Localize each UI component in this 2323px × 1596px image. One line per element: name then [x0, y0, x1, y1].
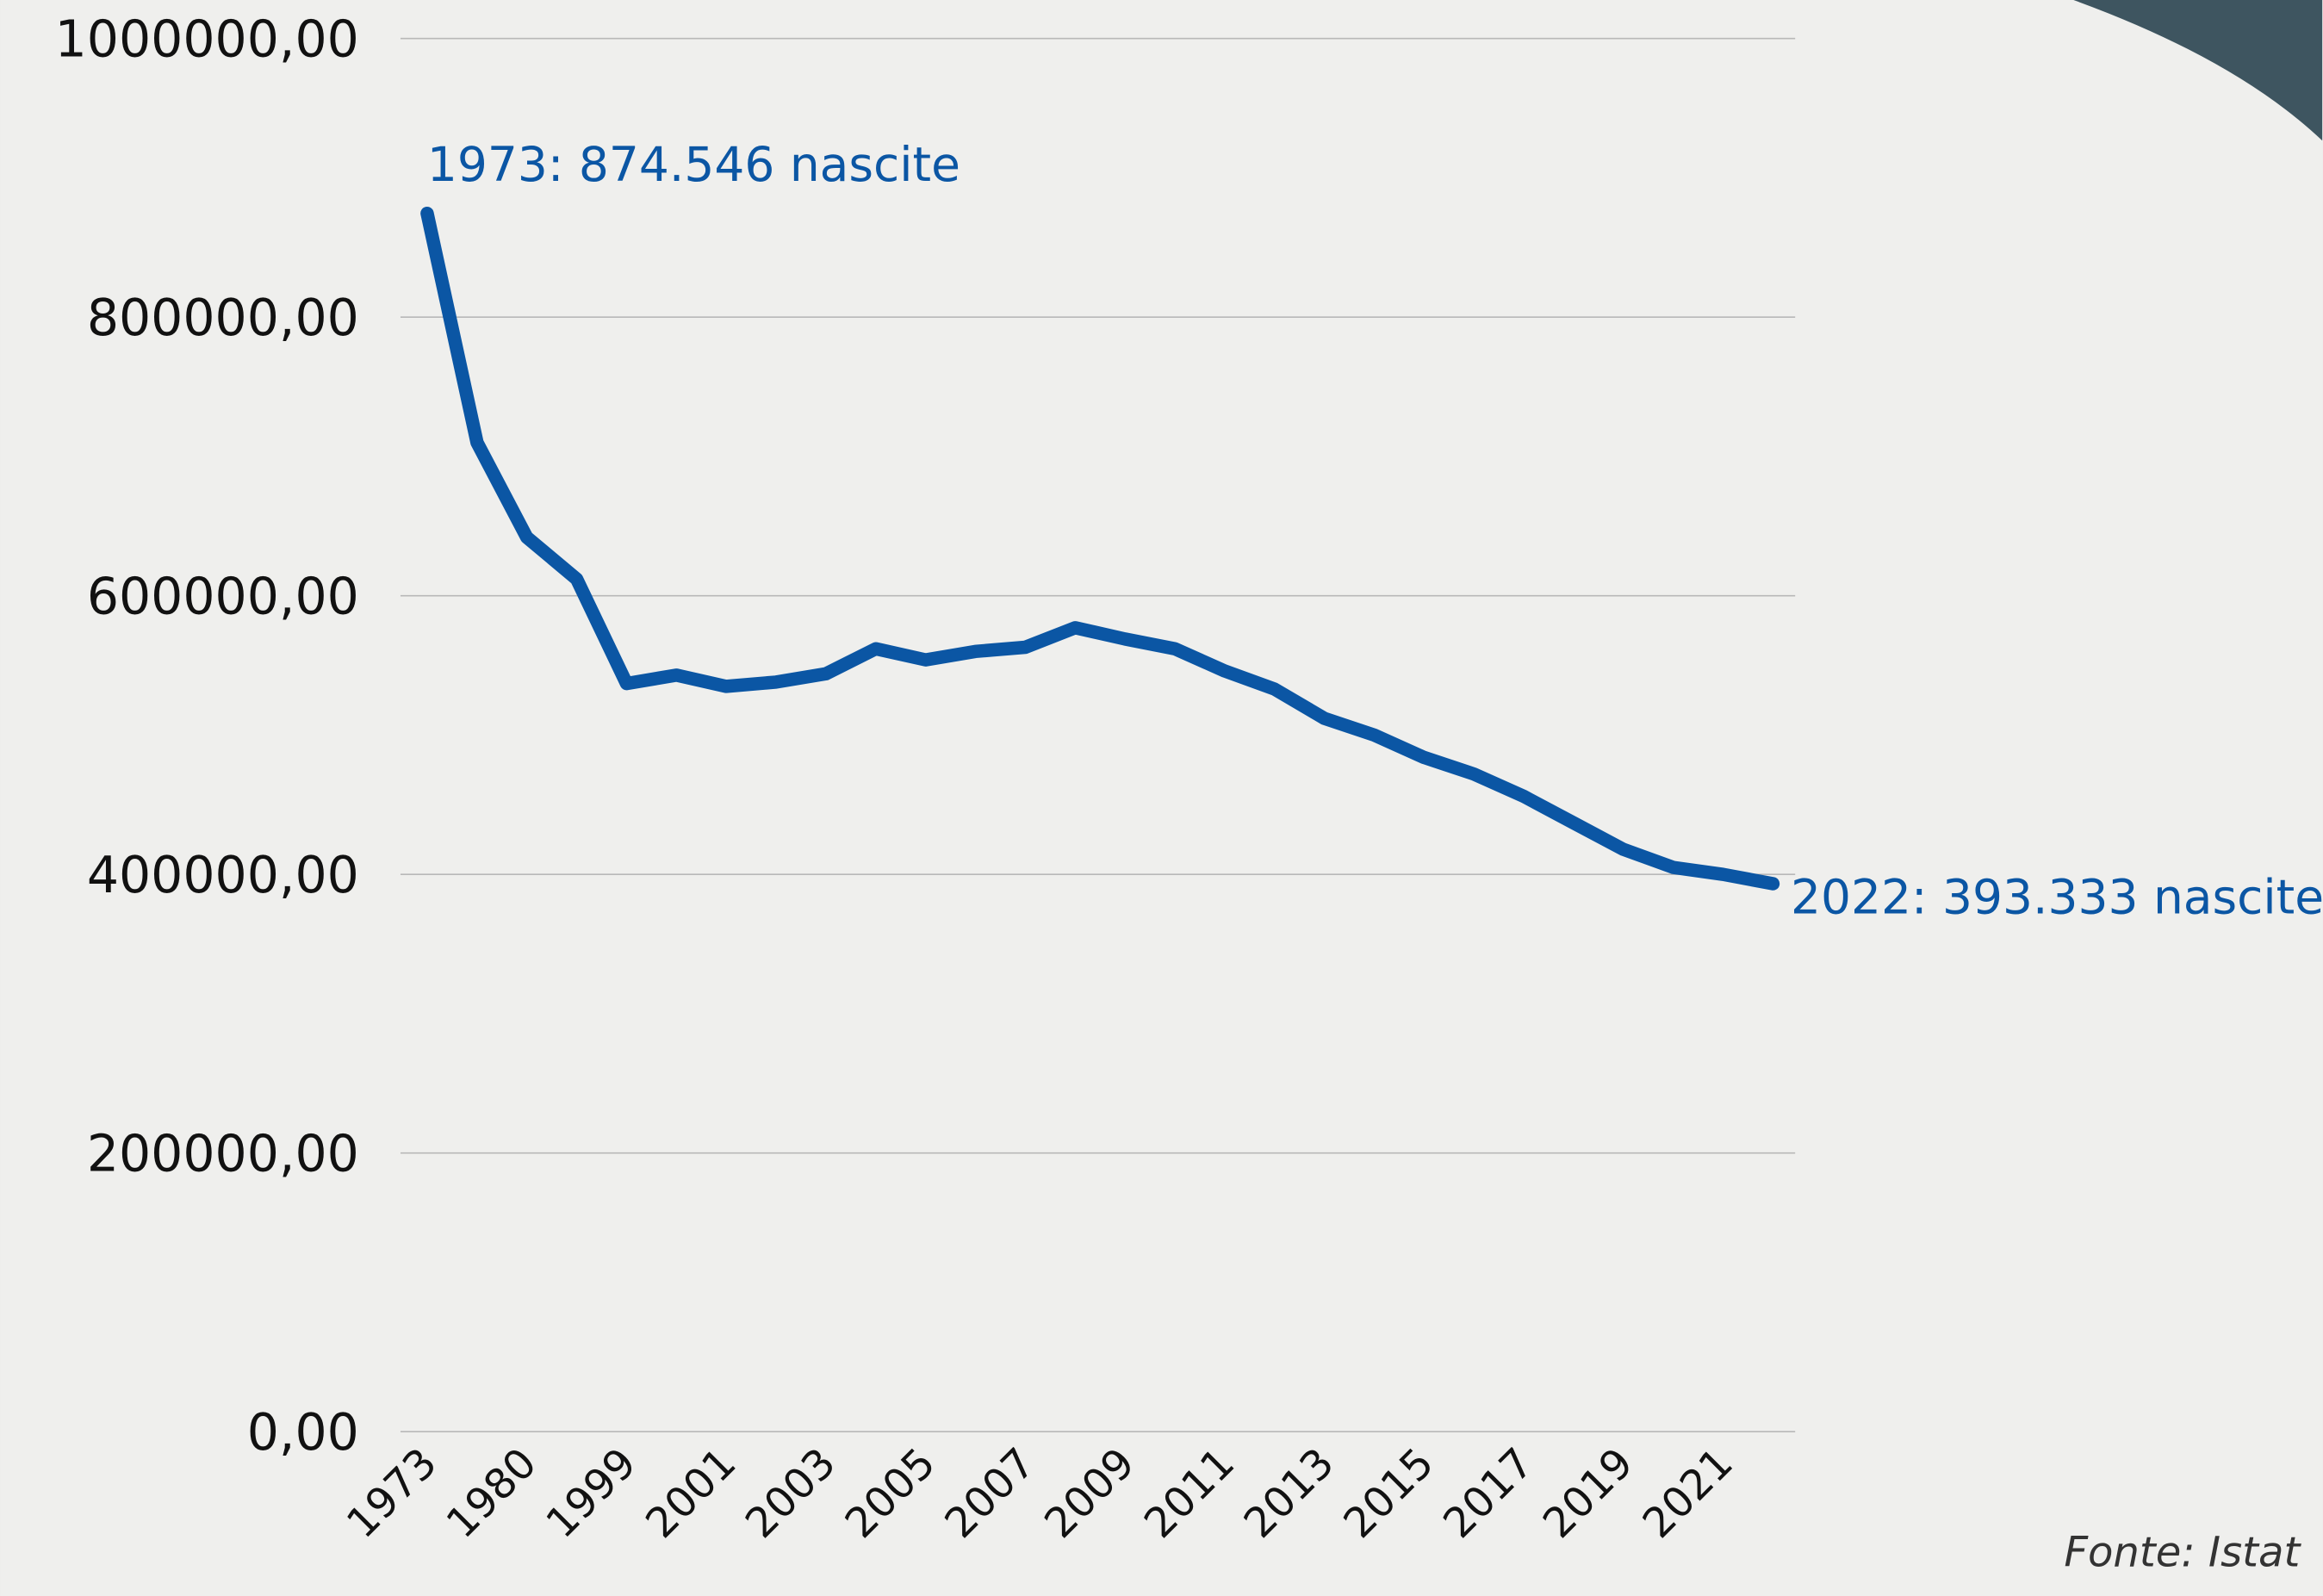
- y-tick-label: 600000,00: [87, 567, 359, 625]
- y-tick-label: 0,00: [247, 1403, 359, 1462]
- y-tick-label: 1000000,00: [55, 9, 359, 68]
- corner-decoration: [2073, 0, 2323, 141]
- source: Fonte: Istat: [2064, 1529, 2301, 1577]
- y-tick-label: 400000,00: [87, 846, 359, 904]
- y-tick-label: 800000,00: [87, 289, 359, 347]
- line: [420, 206, 1780, 891]
- annotation: 1973: 874.546 nascite: [427, 137, 960, 192]
- y-tick-label: 200000,00: [87, 1124, 359, 1183]
- annotation: 2022: 393.333 nascite: [1791, 869, 2323, 924]
